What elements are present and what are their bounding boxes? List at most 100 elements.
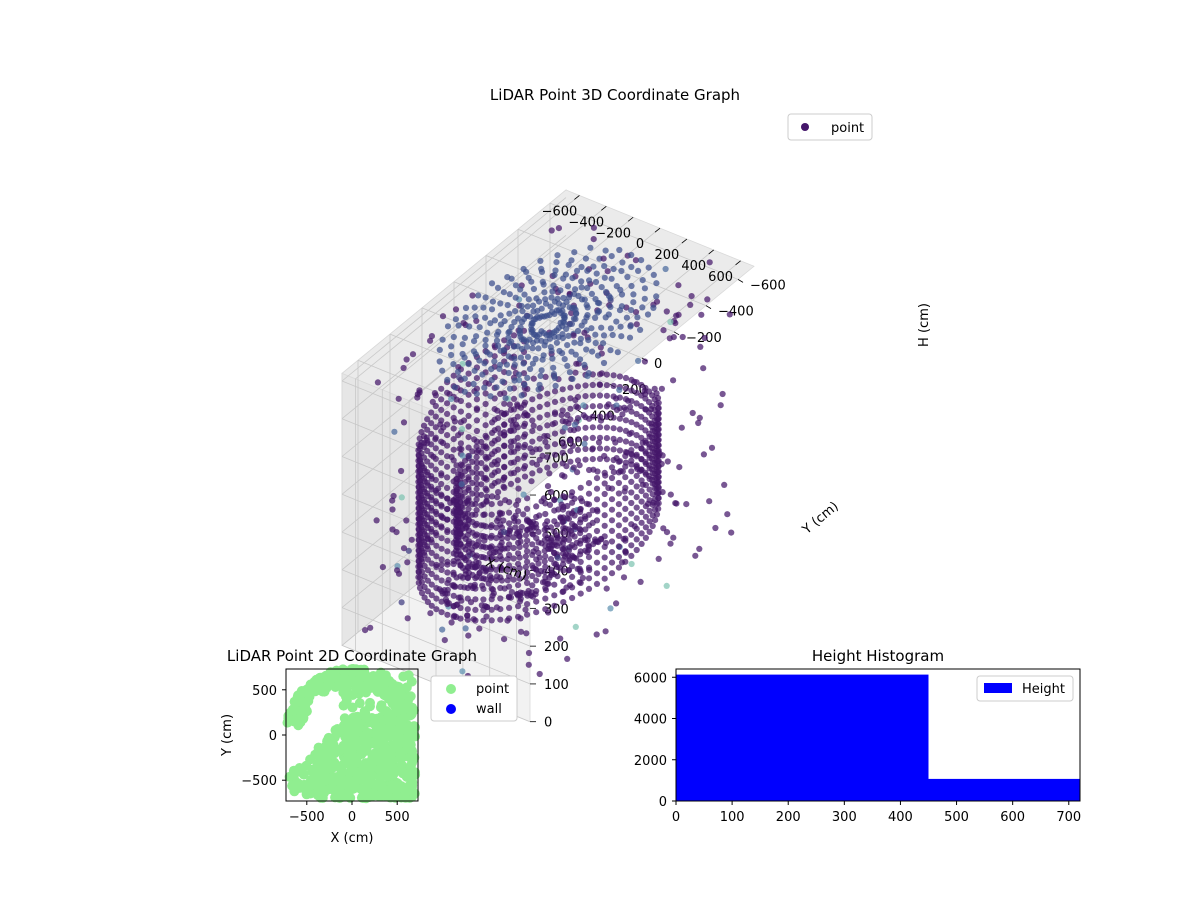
plot-histogram-xtick-label: 100: [720, 810, 745, 825]
plot-3d-point: [626, 430, 633, 438]
plot-3d-point: [542, 595, 549, 602]
plot-3d-point: [480, 596, 487, 603]
plot-3d-point: [592, 314, 599, 321]
plot-3d-point: [424, 598, 431, 606]
plot-3d-point: [451, 418, 458, 425]
plot-2d-point: [342, 717, 353, 728]
plot-3d-point: [712, 524, 719, 532]
plot-3d-point: [480, 617, 487, 624]
plot-3d-point: [465, 463, 472, 470]
plot-3d-point: [450, 467, 457, 474]
plot-3d-point: [559, 386, 566, 393]
plot-3d-point: [518, 523, 525, 531]
plot-3d-point: [478, 491, 485, 498]
plot-3d-point: [642, 534, 650, 542]
plot-3d-point: [465, 381, 472, 388]
plot-3d-point: [433, 489, 440, 496]
plot-3d-point: [565, 526, 573, 533]
plot-3d-point: [559, 334, 567, 342]
plot-3d-xtick-label: 600: [708, 270, 733, 285]
plot-3d-point: [395, 395, 402, 402]
plot-3d-legend-box: [787, 113, 873, 141]
plot-3d-point: [470, 380, 477, 388]
plot-3d-point: [628, 408, 635, 415]
plot-3d-point: [580, 402, 587, 409]
plot-3d-point: [626, 334, 634, 341]
plot-3d-point: [560, 529, 567, 536]
plot-2d-point: [349, 766, 360, 777]
plot-3d-point: [424, 416, 431, 423]
plot-3d-point: [522, 553, 530, 560]
plot-3d-point: [649, 512, 656, 519]
plot-histogram-xtick-label: 0: [672, 810, 680, 825]
plot-3d-point: [374, 379, 381, 386]
plot-3d-point: [536, 467, 543, 474]
plot-3d-point: [551, 592, 558, 599]
plot-3d-point: [585, 480, 593, 487]
plot-3d-point: [548, 347, 555, 354]
plot-3d-point: [574, 469, 581, 476]
plot-3d-point: [582, 515, 589, 523]
plot-histogram-ytick-label: 6000: [634, 671, 667, 686]
plot-3d-point: [585, 337, 592, 344]
plot-3d-point: [497, 510, 504, 517]
plot-3d-point: [523, 268, 530, 275]
plot-3d-point: [571, 249, 578, 256]
plot-2d-point: [339, 679, 350, 690]
plot-3d-point: [444, 376, 451, 383]
plot-2d-point: [387, 679, 398, 689]
plot-3d-point: [508, 275, 515, 282]
plot-3d-point: [489, 493, 496, 500]
plot-3d-point: [583, 346, 590, 353]
plot-3d-point: [608, 474, 616, 482]
plot-3d-xtick-mark: [735, 260, 741, 266]
plot-3d-point: [532, 355, 539, 363]
plot-3d-point: [630, 299, 637, 306]
plot-3d-point: [462, 457, 469, 464]
plot-3d-point: [633, 432, 640, 439]
plot-2d-ytick-label: 500: [252, 684, 277, 699]
plot-3d-point: [588, 290, 596, 297]
plot-3d-point: [584, 267, 591, 274]
plot-3d-point: [623, 314, 631, 321]
plot-3d-point: [464, 500, 471, 507]
plot-3d-point: [590, 263, 597, 270]
plot-3d-point: [628, 440, 635, 447]
plot-3d-point: [638, 519, 645, 526]
plot-3d-title: LiDAR Point 3D Coordinate Graph: [490, 86, 740, 104]
plot-2d-point: [379, 689, 390, 700]
plot-3d-point: [438, 588, 445, 595]
plot-3d-point: [507, 417, 515, 424]
plot-3d-point: [515, 582, 522, 589]
plot-3d-point: [579, 574, 587, 582]
plot-3d-point: [551, 374, 558, 381]
plot-3d-point: [472, 351, 479, 358]
plot-3d-point: [560, 503, 567, 510]
plot-3d-point: [428, 420, 435, 427]
plot-2d-point: [401, 682, 412, 693]
plot-3d-point: [515, 485, 522, 492]
plot-3d-point: [642, 481, 650, 489]
plot-3d-point: [504, 617, 511, 624]
plot-3d-point: [530, 302, 537, 309]
plot-3d-point: [421, 552, 428, 559]
plot-3d-point: [520, 360, 527, 367]
plot-3d-point: [476, 625, 483, 632]
plot-3d-point: [529, 541, 536, 548]
plot-2d-point: [356, 735, 367, 746]
plot-3d-point: [432, 436, 439, 443]
plot-3d-point: [461, 334, 468, 341]
plot-3d-point: [632, 309, 640, 316]
plot-3d-point: [589, 446, 596, 453]
plot-2d-point: [327, 783, 338, 794]
plot-3d-point: [565, 261, 572, 268]
plot-3d-point: [438, 524, 445, 531]
plot-2d-point: [393, 738, 404, 749]
plot-3d-point: [549, 288, 556, 295]
plot-3d-point: [510, 395, 518, 402]
plot-2d-ytick-label: 0: [269, 729, 277, 744]
plot-3d-point: [608, 253, 615, 260]
plot-3d-point: [444, 495, 451, 502]
plot-3d-point: [522, 542, 530, 549]
plot-3d-point: [521, 420, 529, 427]
